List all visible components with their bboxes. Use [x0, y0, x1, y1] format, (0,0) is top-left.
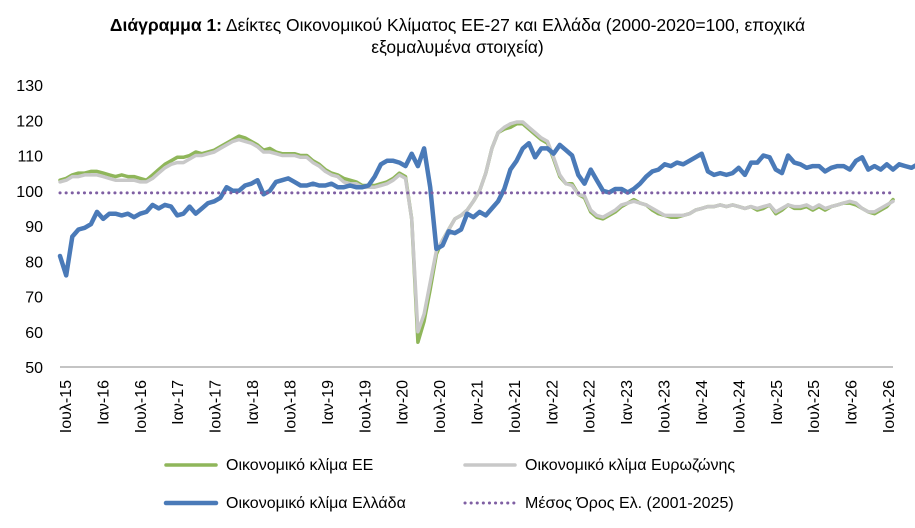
x-axis: Ιουλ-15 Ιαν-16 Ιουλ-16 Ιαν-17 Ιουλ-17 Ιαν-18 Ι… — [58, 366, 898, 433]
y-tick-label: 120 — [16, 113, 43, 130]
legend-item: Οικονομικό κλίμα Ελλάδα — [163, 495, 406, 512]
y-tick-label: 80 — [25, 254, 43, 271]
x-tick-label: Ιουλ-15 — [58, 380, 75, 433]
legend-item: Οικονομικό κλίμα ΕΕ — [164, 457, 373, 474]
x-tick-label: Ιαν-25 — [769, 380, 786, 425]
x-tick-label: Ιαν-16 — [95, 380, 112, 425]
x-tick-label: Ιουλ-17 — [208, 380, 225, 433]
legend: Οικονομικό κλίμα ΕΕ Οικονομικό κλίμα Ευρω… — [163, 457, 735, 512]
legend-item: Μέσος Όρος Ελ. (2001-2025) — [463, 495, 734, 512]
legend-label: Οικονομικό κλίμα ΕΕ — [226, 457, 373, 474]
x-tick-label: Ιουλ-21 — [507, 380, 524, 433]
series-line-3 — [57, 140, 915, 278]
x-tick-label: Ιαν-21 — [470, 380, 487, 425]
chart-title-line1: Δείκτες Οικονομικού Κλίματος ΕΕ-27 και Ε… — [222, 15, 806, 35]
y-tick-label: 50 — [25, 360, 43, 377]
x-tick-label: Ιουλ-18 — [282, 380, 299, 433]
y-tick-label: 70 — [25, 290, 43, 307]
x-tick-label: Ιουλ-20 — [432, 380, 449, 433]
x-tick-label: Ιαν-26 — [844, 380, 861, 425]
y-tick-label: 110 — [17, 149, 43, 166]
x-tick-label: Ιαν-19 — [320, 380, 337, 425]
y-tick-label: 60 — [25, 325, 43, 342]
x-tick-label: Ιαν-22 — [544, 380, 561, 425]
series-layer — [57, 120, 915, 345]
x-tick-label: Ιαν-20 — [395, 380, 412, 425]
x-tick-label: Ιουλ-26 — [881, 380, 898, 433]
legend-label: Οικονομικό κλίμα Ευρωζώνης — [525, 457, 735, 474]
x-tick-label: Ιουλ-22 — [582, 380, 599, 433]
x-tick-label: Ιουλ-19 — [357, 380, 374, 433]
y-axis: 50 60 70 80 90 100 110 120 130 — [16, 78, 43, 377]
y-tick-label: 100 — [16, 184, 43, 201]
x-tick-label: Ιαν-24 — [694, 380, 711, 425]
legend-label: Οικονομικό κλίμα Ελλάδα — [226, 495, 406, 512]
chart-title: Διάγραμμα 1: Δείκτες Οικονομικού Κλίματο… — [0, 14, 915, 58]
legend-item: Οικονομικό κλίμα Ευρωζώνης — [463, 457, 735, 474]
legend-label: Μέσος Όρος Ελ. (2001-2025) — [525, 495, 734, 512]
x-tick-label: Ιουλ-25 — [806, 380, 823, 433]
chart-title-bold: Διάγραμμα 1: — [109, 15, 222, 35]
x-tick-label: Ιαν-18 — [245, 380, 262, 425]
x-tick-label: Ιουλ-24 — [731, 380, 748, 433]
series-line-2 — [58, 120, 895, 334]
x-tick-label: Ιουλ-23 — [657, 380, 674, 433]
y-tick-label: 90 — [25, 219, 43, 236]
x-tick-label: Ιουλ-16 — [133, 380, 150, 433]
y-tick-label: 130 — [16, 78, 43, 95]
chart-title-line2: εξομαλυμένα στοιχεία) — [371, 37, 544, 57]
x-tick-label: Ιαν-23 — [619, 380, 636, 425]
x-tick-label: Ιαν-17 — [170, 380, 187, 425]
